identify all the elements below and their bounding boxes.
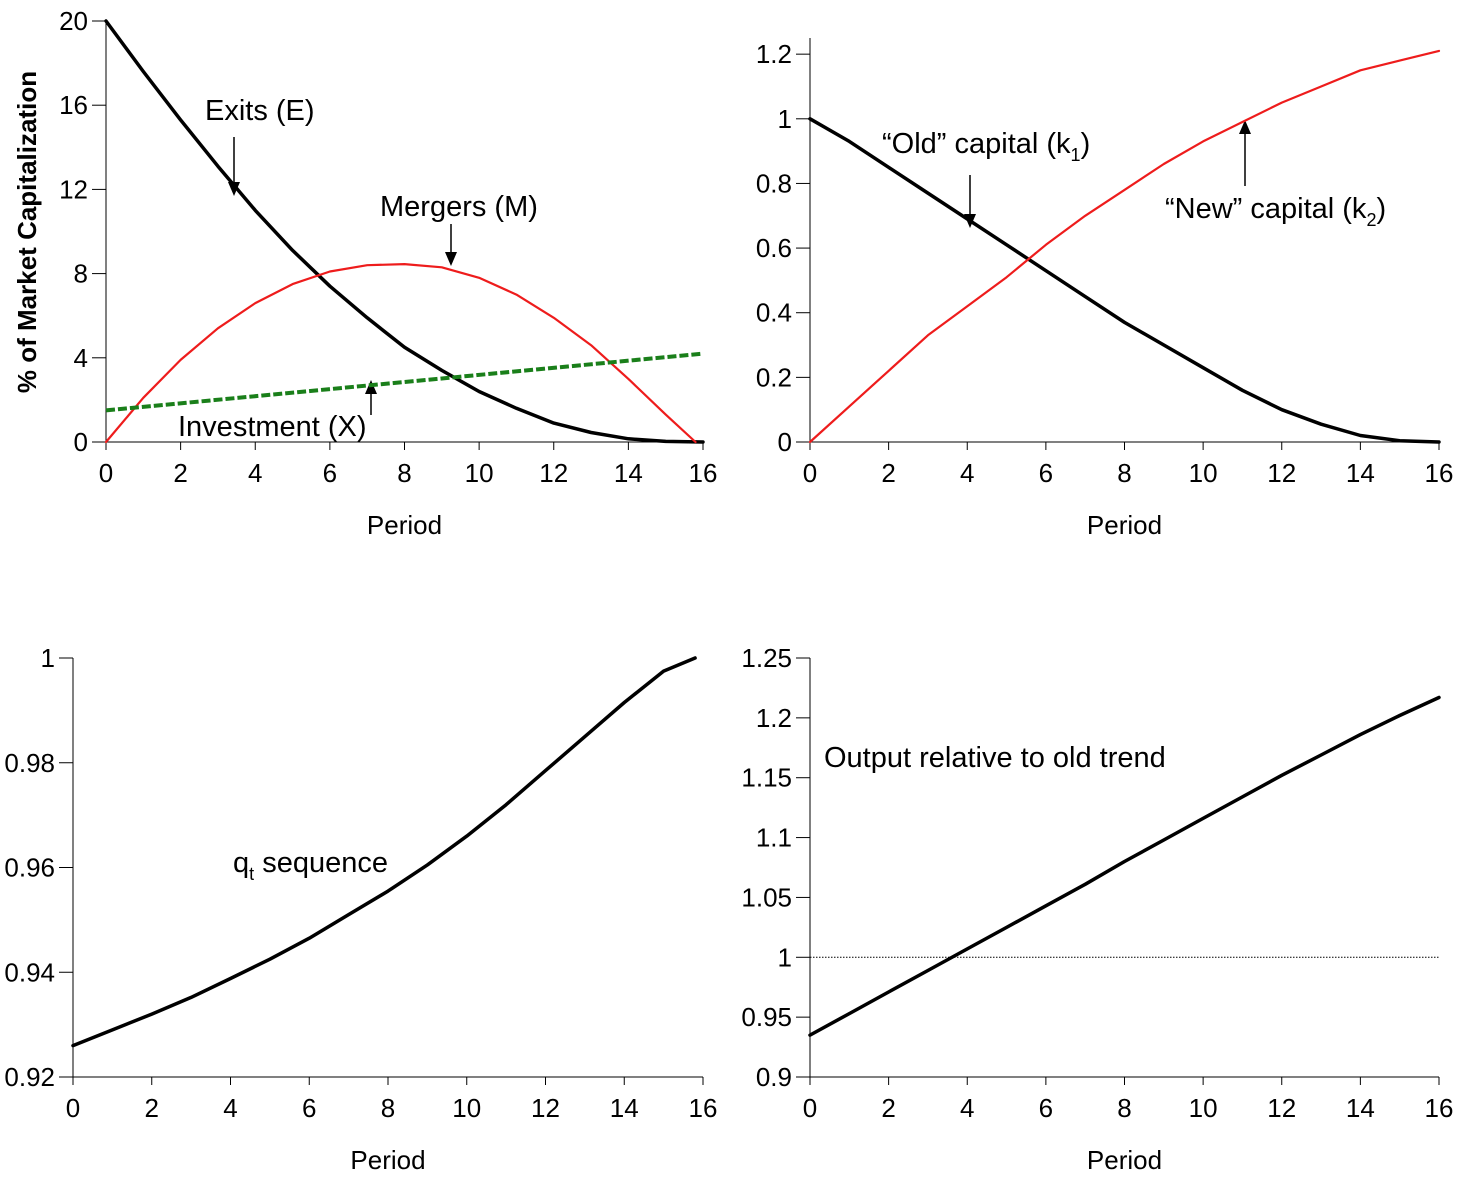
series-line-investment-x bbox=[105, 351, 704, 413]
y-tick-label: 8 bbox=[74, 259, 88, 289]
x-tick-label: 6 bbox=[302, 1093, 316, 1123]
x-tick-label: 0 bbox=[803, 458, 817, 488]
y-tick-label: 0.8 bbox=[756, 168, 792, 198]
x-tick-label: 12 bbox=[539, 458, 568, 488]
x-axis-title: Period bbox=[1087, 510, 1162, 540]
y-tick-label: 1.25 bbox=[741, 643, 792, 673]
y-tick-label: 0.96 bbox=[4, 853, 55, 883]
x-tick-label: 2 bbox=[881, 1093, 895, 1123]
x-tick-label: 10 bbox=[1189, 1093, 1218, 1123]
x-tick-label: 12 bbox=[1267, 458, 1296, 488]
x-axis-title: Period bbox=[350, 1145, 425, 1175]
y-tick-label: 1.05 bbox=[741, 882, 792, 912]
x-tick-label: 6 bbox=[323, 458, 337, 488]
arrow-exits bbox=[228, 137, 240, 196]
arrow-new-capital bbox=[1239, 120, 1251, 186]
series-line-mergers-m bbox=[104, 263, 697, 444]
x-tick-label: 0 bbox=[66, 1093, 80, 1123]
y-axis-title: % of Market Capitalization bbox=[12, 71, 42, 393]
y-tick-label: 16 bbox=[59, 90, 88, 120]
x-tick-label: 2 bbox=[881, 458, 895, 488]
y-tick-label: 1.1 bbox=[756, 823, 792, 853]
y-tick-label: 0.9 bbox=[756, 1062, 792, 1092]
x-tick-label: 8 bbox=[1117, 458, 1131, 488]
y-tick-label: 0.98 bbox=[4, 748, 55, 778]
y-tick-label: 0.92 bbox=[4, 1062, 55, 1092]
arrow-mergers bbox=[445, 224, 457, 266]
x-tick-label: 14 bbox=[614, 458, 643, 488]
y-tick-label: 0.4 bbox=[756, 298, 792, 328]
x-tick-label: 0 bbox=[99, 458, 113, 488]
annotation-investment: Investment (X) bbox=[178, 411, 367, 443]
x-tick-label: 4 bbox=[223, 1093, 237, 1123]
panel-exits-mergers: % of Market Capitalization Exits (E) Mer… bbox=[12, 6, 717, 540]
y-tick-label: 1 bbox=[778, 942, 792, 972]
y-tick-label: 4 bbox=[74, 343, 88, 373]
y-tick-label: 0.94 bbox=[4, 957, 55, 987]
x-tick-label: 14 bbox=[610, 1093, 639, 1123]
y-tick-label: 0 bbox=[778, 427, 792, 457]
x-tick-label: 14 bbox=[1346, 1093, 1375, 1123]
series-line-output-relative-to-old-trend bbox=[808, 695, 1441, 1037]
x-tick-label: 4 bbox=[248, 458, 262, 488]
y-tick-label: 12 bbox=[59, 174, 88, 204]
x-tick-label: 10 bbox=[1189, 458, 1218, 488]
annotation-mergers: Mergers (M) bbox=[380, 191, 538, 223]
x-tick-label: 16 bbox=[1425, 458, 1454, 488]
y-tick-label: 1.2 bbox=[756, 703, 792, 733]
x-tick-label: 0 bbox=[803, 1093, 817, 1123]
x-tick-label: 8 bbox=[1117, 1093, 1131, 1123]
series-line-new-capital-k2 bbox=[808, 49, 1441, 444]
series-line-old-capital-k1 bbox=[808, 117, 1441, 444]
x-tick-label: 2 bbox=[145, 1093, 159, 1123]
x-axis-title: Period bbox=[1087, 1145, 1162, 1175]
x-tick-label: 6 bbox=[1039, 458, 1053, 488]
x-tick-label: 10 bbox=[452, 1093, 481, 1123]
y-tick-label: 0 bbox=[74, 427, 88, 457]
panel-q-sequence: qt sequence 0 2 4 6 8 10 12 14 16 Period 0.92 0.94 0… bbox=[4, 643, 717, 1175]
y-tick-label: 1 bbox=[41, 643, 55, 673]
x-tick-label: 4 bbox=[960, 1093, 974, 1123]
x-tick-label: 2 bbox=[173, 458, 187, 488]
y-tick-label: 1 bbox=[778, 104, 792, 134]
panel-capital: “Old” capital (k1) “New” capital (k2) 0 2… bbox=[756, 38, 1454, 540]
x-tick-label: 4 bbox=[960, 458, 974, 488]
annotation-output: Output relative to old trend bbox=[824, 742, 1166, 774]
x-tick-label: 16 bbox=[1425, 1093, 1454, 1123]
x-tick-label: 16 bbox=[689, 1093, 718, 1123]
annotation-new-capital: “New” capital (k2) bbox=[1165, 193, 1386, 230]
x-tick-label: 12 bbox=[1267, 1093, 1296, 1123]
x-tick-label: 12 bbox=[531, 1093, 560, 1123]
y-tick-label: 0.2 bbox=[756, 362, 792, 392]
x-tick-label: 16 bbox=[689, 458, 718, 488]
y-tick-label: 20 bbox=[59, 6, 88, 36]
x-axis-title: Period bbox=[367, 510, 442, 540]
y-tick-label: 0.95 bbox=[741, 1002, 792, 1032]
y-tick-label: 1.2 bbox=[756, 39, 792, 69]
annotation-old-capital: “Old” capital (k1) bbox=[882, 128, 1090, 165]
series-line-exits-e bbox=[104, 19, 705, 444]
series-line-qt-sequence bbox=[71, 656, 697, 1048]
y-tick-label: 0.6 bbox=[756, 233, 792, 263]
x-tick-label: 10 bbox=[465, 458, 494, 488]
y-tick-label: 1.15 bbox=[741, 763, 792, 793]
panel-output: Output relative to old trend 0 2 4 6 8 10 12 14… bbox=[741, 643, 1453, 1175]
x-tick-label: 8 bbox=[381, 1093, 395, 1123]
x-tick-label: 8 bbox=[397, 458, 411, 488]
annotation-q-sequence: qt sequence bbox=[233, 847, 388, 884]
x-tick-label: 6 bbox=[1039, 1093, 1053, 1123]
annotation-exits: Exits (E) bbox=[205, 95, 315, 127]
x-tick-label: 14 bbox=[1346, 458, 1375, 488]
